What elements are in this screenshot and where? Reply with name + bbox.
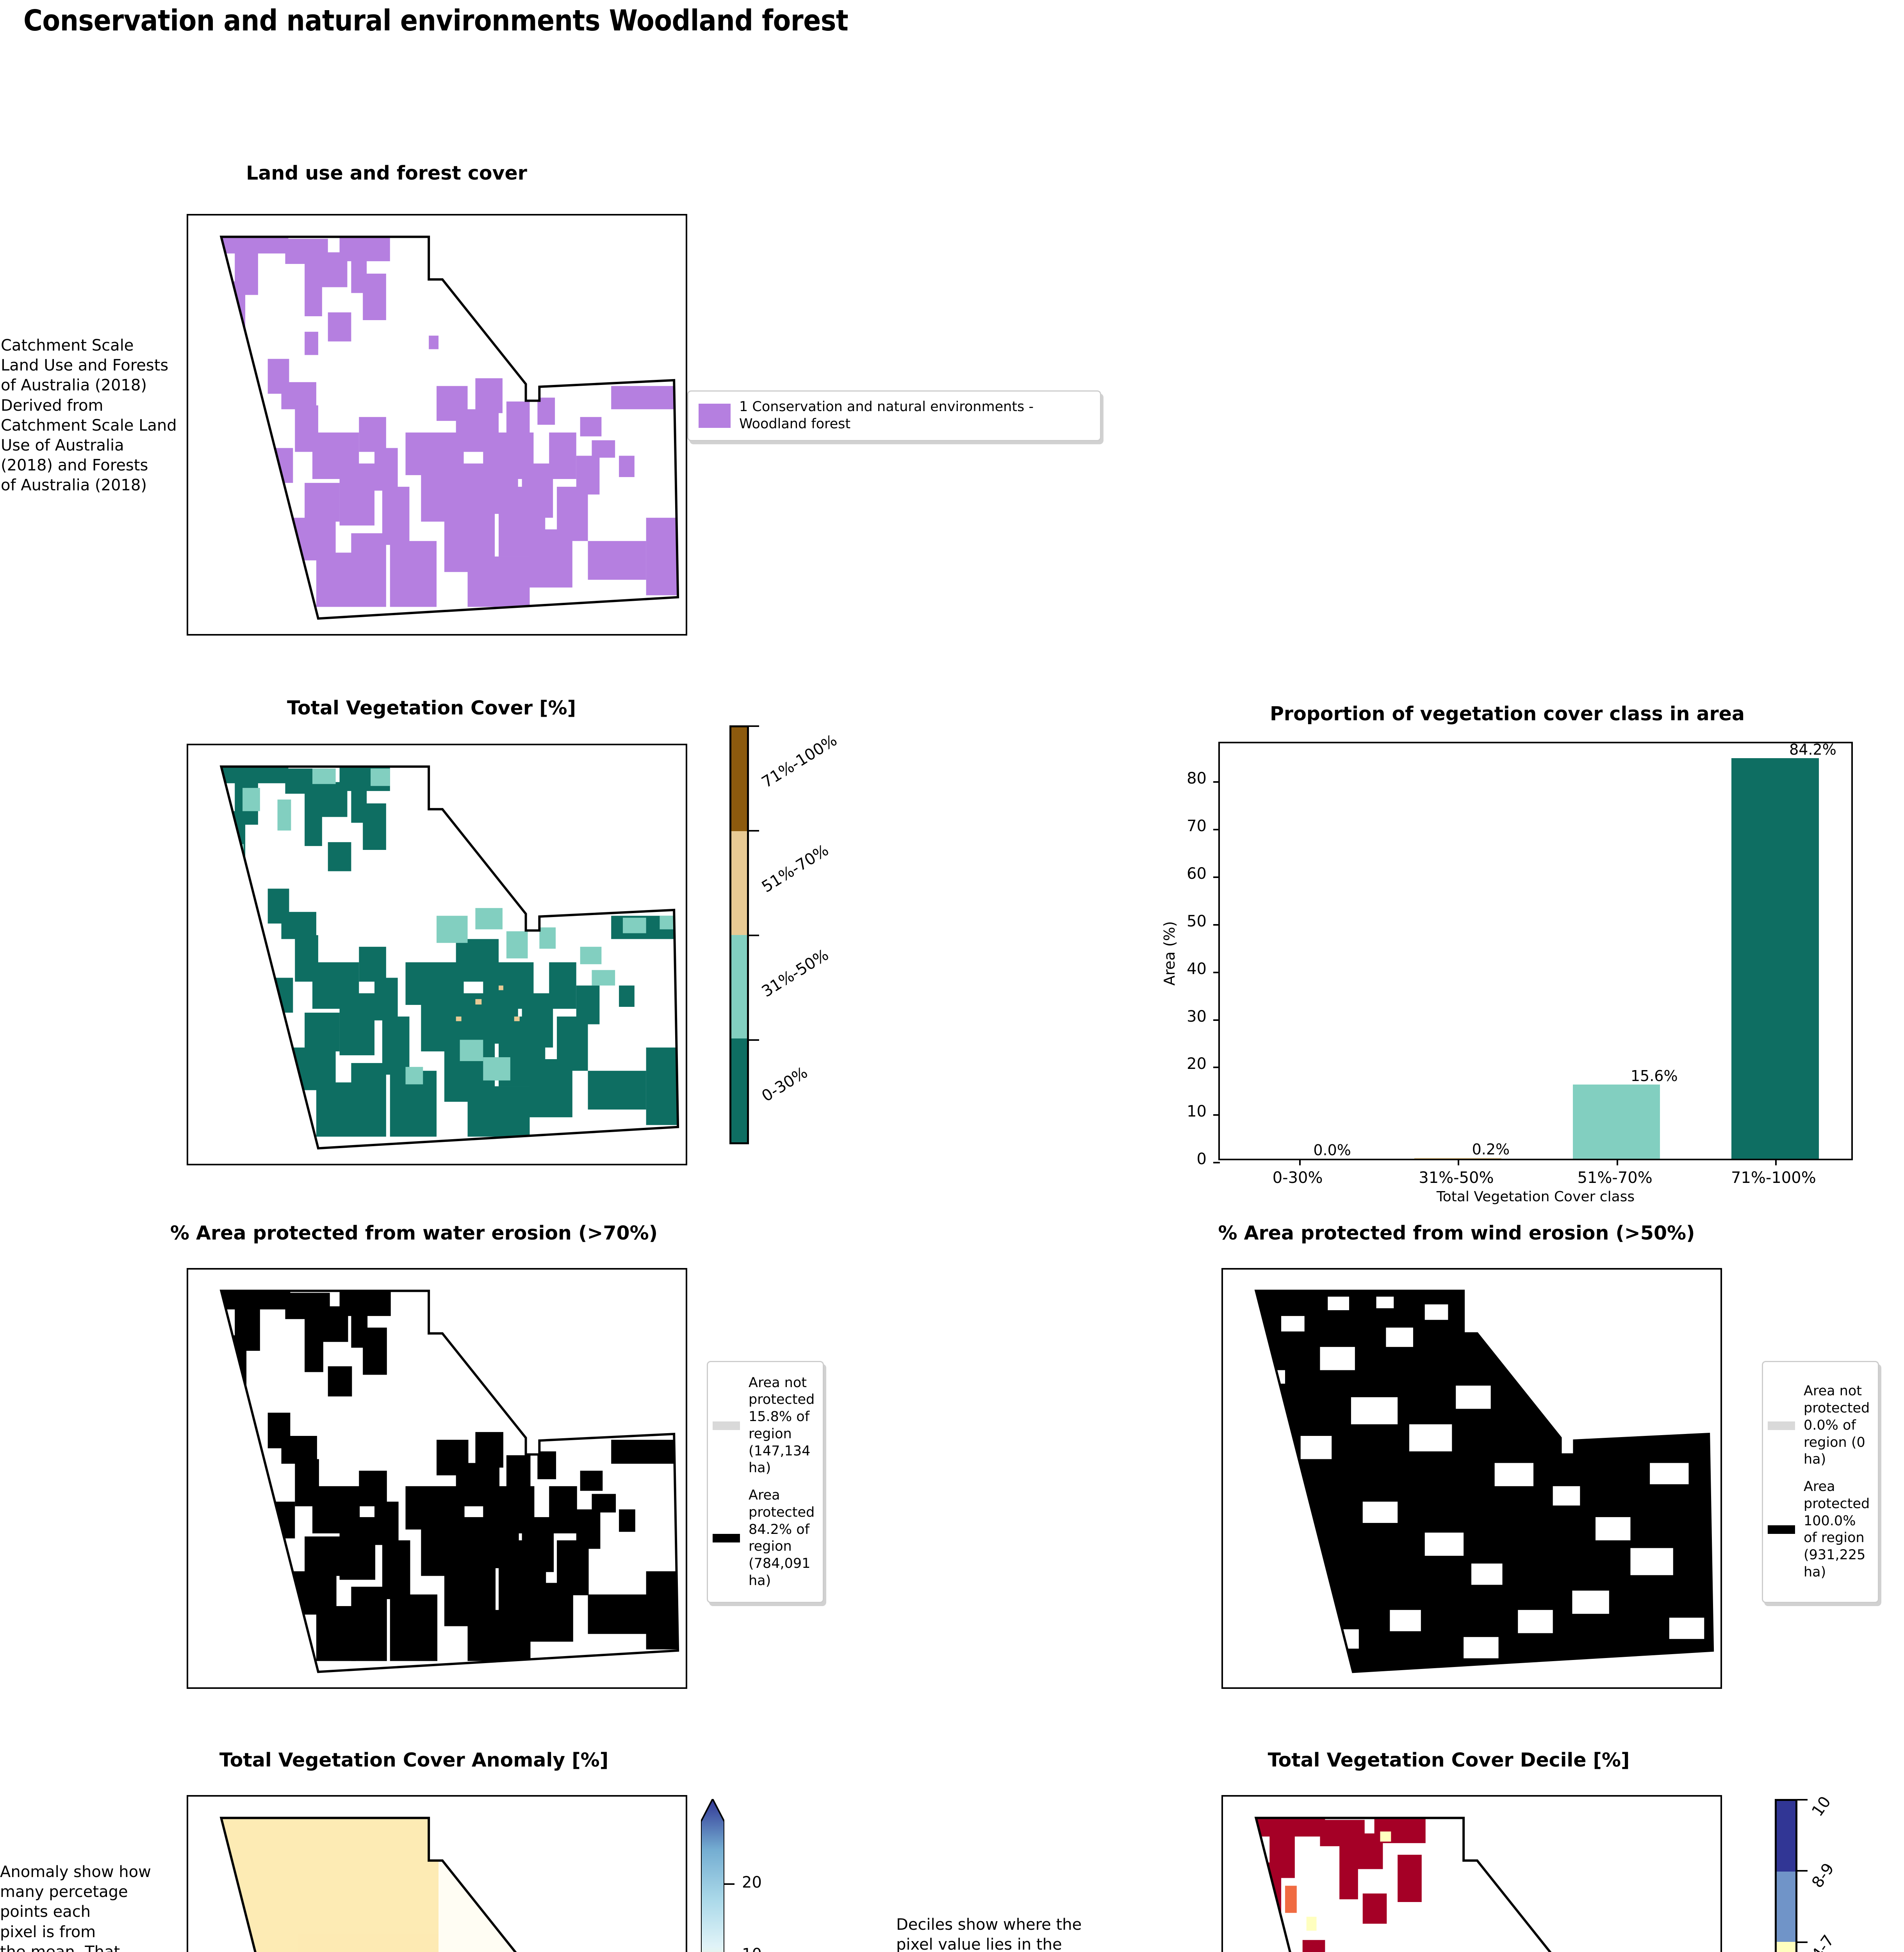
landuse-map-graphic	[219, 235, 679, 620]
wind-erosion-legend: Area not protected 0.0% of region (0 ha)…	[1762, 1361, 1879, 1603]
vegcover-cbar-seg-3	[731, 1038, 747, 1142]
water-erosion-legend-swatch-1	[713, 1534, 740, 1543]
decile-cbar-label-2: 4-7	[1808, 1932, 1838, 1952]
bar-value-label-0: 0.0%	[1313, 1142, 1351, 1159]
x-tick-1	[1458, 1159, 1460, 1165]
decile-cbar-label-4: 10	[1808, 1793, 1835, 1820]
landuse-legend: 1 Conservation and natural environments …	[687, 390, 1101, 441]
x-tick-2	[1616, 1159, 1618, 1165]
y-tick-80	[1213, 781, 1220, 783]
decile-map	[1221, 1795, 1722, 1952]
vegcover-colorbar	[729, 725, 749, 1144]
bar-value-label-2: 15.6%	[1630, 1067, 1678, 1085]
anomaly-cbar-tick-1: 10	[742, 1945, 762, 1952]
bar-value-label-1: 0.2%	[1472, 1140, 1510, 1158]
y-tick-60	[1213, 876, 1220, 878]
water-erosion-legend-label-1: Area protected 84.2% of region (784,091 …	[749, 1487, 815, 1589]
bar-2	[1572, 1084, 1660, 1159]
vegcover-cbar-label-1: 31%-50%	[758, 946, 832, 1001]
y-tick-50	[1213, 924, 1220, 926]
landuse-legend-swatch	[699, 404, 731, 428]
anomaly-colorbar	[700, 1797, 725, 1952]
landuse-panel-title: Land use and forest cover	[246, 162, 527, 184]
wind-erosion-legend-swatch-1	[1768, 1525, 1795, 1534]
y-tick-label-60: 60	[1187, 865, 1207, 883]
x-tick-3	[1775, 1159, 1777, 1165]
vegcover-cbar-label-2: 51%-70%	[758, 841, 832, 896]
x-tick-0	[1299, 1159, 1301, 1165]
wind-erosion-map-graphic	[1254, 1289, 1714, 1673]
decile-colorbar	[1775, 1799, 1797, 1952]
y-tick-0	[1213, 1162, 1220, 1163]
y-tick-label-50: 50	[1187, 912, 1207, 930]
y-tick-label-80: 80	[1187, 769, 1207, 788]
wind-erosion-legend-label-0: Area not protected 0.0% of region (0 ha)	[1804, 1383, 1870, 1468]
vegcover-map	[187, 744, 687, 1165]
y-tick-label-40: 40	[1187, 960, 1207, 978]
wind-erosion-legend-label-1: Area protected 100.0% of region (931,225…	[1804, 1479, 1870, 1580]
page-title: Conservation and natural environments Wo…	[23, 4, 849, 37]
bar-1	[1414, 1158, 1502, 1159]
proportion-chart-plot	[1213, 742, 1853, 1165]
anomaly-map-graphic	[219, 1817, 678, 1952]
y-tick-label-10: 10	[1187, 1102, 1207, 1121]
water-erosion-legend: Area not protected 15.8% of region (147,…	[707, 1361, 824, 1603]
x-tick-label-3: 71%-100%	[1731, 1169, 1816, 1187]
decile-panel-title: Total Vegetation Cover Decile [%]	[1268, 1749, 1630, 1771]
decile-map-graphic	[1254, 1817, 1713, 1952]
wind-erosion-panel-title: % Area protected from wind erosion (>50%…	[1218, 1222, 1695, 1244]
vegcover-cbar-seg-2	[731, 935, 747, 1039]
y-tick-30	[1213, 1019, 1220, 1021]
y-tick-20	[1213, 1067, 1220, 1069]
anomaly-cbar-tick-0: 20	[742, 1874, 762, 1891]
vegcover-cbar-label-3: 71%-100%	[758, 731, 840, 792]
x-tick-label-1: 31%-50%	[1419, 1169, 1494, 1187]
proportion-chart-title: Proportion of vegetation cover class in …	[1270, 703, 1745, 725]
y-tick-label-70: 70	[1187, 817, 1207, 835]
vegcover-cbar-label-0: 0-30%	[758, 1063, 811, 1106]
wind-erosion-legend-swatch-0	[1768, 1421, 1795, 1430]
water-erosion-panel-title: % Area protected from water erosion (>70…	[170, 1222, 658, 1244]
water-erosion-map	[187, 1268, 687, 1689]
anomaly-panel-title: Total Vegetation Cover Anomaly [%]	[219, 1749, 609, 1771]
y-tick-label-0: 0	[1196, 1150, 1207, 1168]
y-tick-label-30: 30	[1187, 1007, 1207, 1026]
decile-cbar-seg-4	[1777, 1801, 1795, 1872]
decile-cbar-label-3: 8-9	[1808, 1860, 1838, 1891]
decile-cbar-seg-3	[1777, 1871, 1795, 1942]
decile-cbar-seg-2	[1777, 1942, 1795, 1952]
anomaly-map	[187, 1795, 687, 1952]
bar-3	[1731, 758, 1819, 1159]
landuse-side-note: Catchment Scale Land Use and Forests of …	[1, 337, 177, 495]
anomaly-colorbar-graphic	[700, 1797, 725, 1952]
vegcover-cbar-seg-1	[731, 831, 747, 935]
bar-value-label-3: 84.2%	[1789, 741, 1836, 759]
landuse-map	[187, 214, 687, 636]
water-erosion-legend-label-0: Area not protected 15.8% of region (147,…	[749, 1375, 815, 1476]
y-tick-70	[1213, 829, 1220, 831]
water-erosion-legend-swatch-0	[713, 1421, 740, 1430]
decile-side-note: Deciles show where the pixel value lies …	[896, 1916, 1082, 1952]
anomaly-side-note: Anomaly show how many percetage points e…	[0, 1863, 151, 1952]
y-tick-10	[1213, 1114, 1220, 1116]
x-tick-label-2: 51%-70%	[1577, 1169, 1653, 1187]
vegcover-panel-title: Total Vegetation Cover [%]	[287, 697, 576, 719]
landuse-legend-label: 1 Conservation and natural environments …	[739, 399, 1034, 432]
vegcover-map-graphic	[219, 765, 679, 1150]
proportion-chart-xlabel: Total Vegetation Cover class	[1436, 1189, 1635, 1205]
water-erosion-map-graphic	[219, 1289, 679, 1673]
y-tick-40	[1213, 971, 1220, 973]
x-tick-label-0: 0-30%	[1272, 1169, 1323, 1187]
vegcover-cbar-seg-0	[731, 727, 747, 831]
wind-erosion-map	[1221, 1268, 1722, 1689]
y-tick-label-20: 20	[1187, 1055, 1207, 1073]
